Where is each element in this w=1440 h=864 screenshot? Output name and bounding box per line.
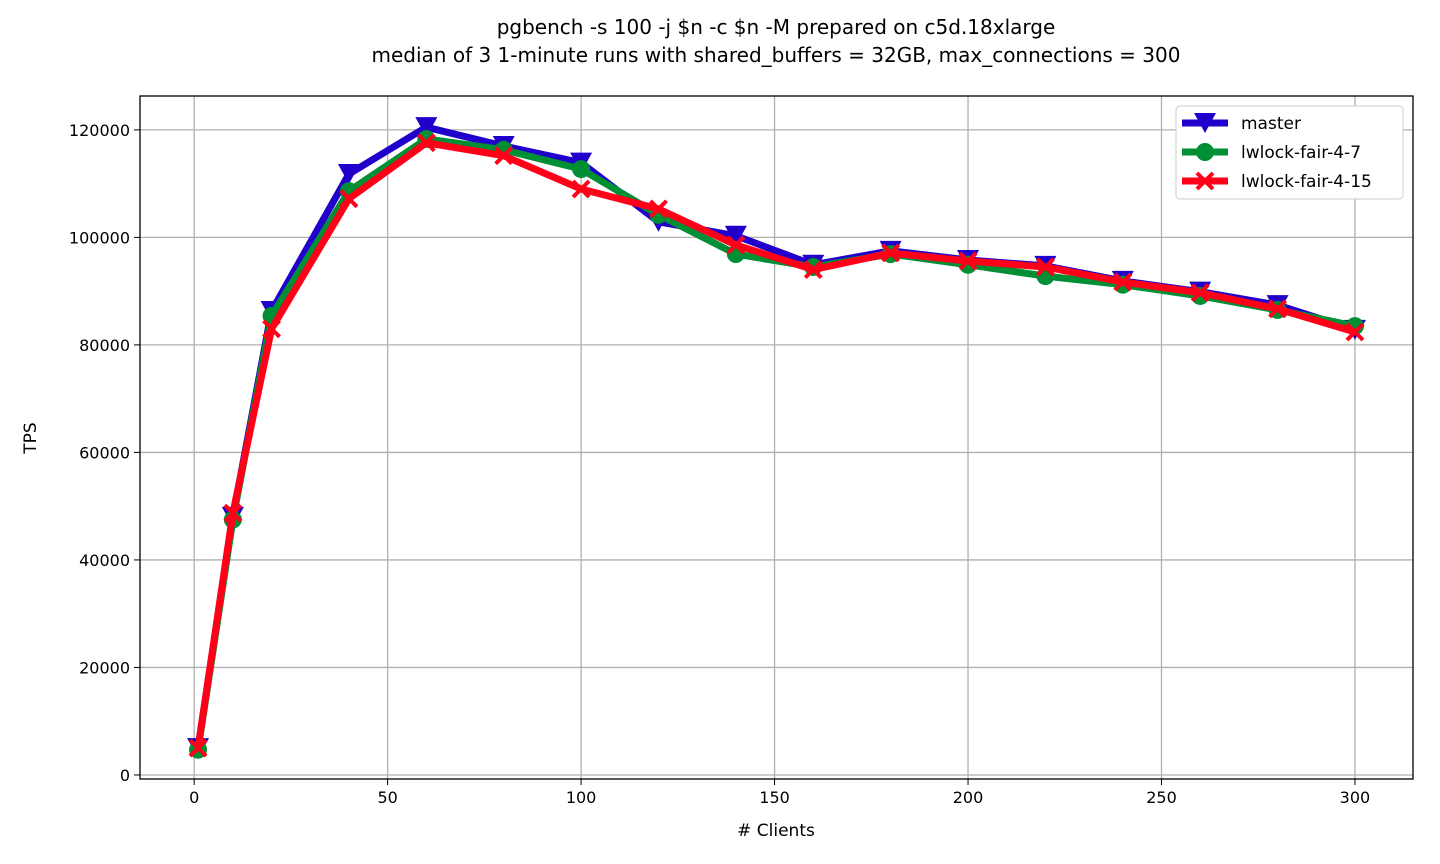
- x-mark: [1345, 322, 1365, 342]
- x-mark: [223, 503, 243, 523]
- x-tick-label: 100: [566, 788, 597, 807]
- data-point: [262, 319, 281, 339]
- x-mark: [1195, 171, 1215, 191]
- data-point: [1036, 257, 1055, 277]
- legend-label: lwlock-fair-4-15: [1241, 172, 1372, 192]
- y-tick-label: 20000: [79, 658, 130, 677]
- data-point: [415, 117, 438, 138]
- y-tick-label: 60000: [79, 443, 130, 462]
- x-tick-label: 300: [1340, 788, 1371, 807]
- data-point: [724, 225, 747, 246]
- series-line: [194, 139, 1356, 749]
- x-mark: [958, 251, 978, 271]
- x-mark: [339, 189, 359, 209]
- data-point: [726, 235, 746, 255]
- legend-label: lwlock-fair-4-7: [1241, 143, 1361, 163]
- y-tick-label: 120000: [69, 121, 130, 140]
- data-point: [416, 133, 436, 153]
- x-axis-label: # Clients: [737, 821, 815, 841]
- legend-marker: [1196, 143, 1214, 161]
- y-tick-label: 100000: [69, 228, 130, 247]
- data-point: [1268, 299, 1287, 319]
- legend-marker: [1195, 171, 1215, 191]
- series-lines: [187, 117, 1366, 759]
- series-line: [194, 123, 1357, 749]
- data-point: [223, 503, 243, 523]
- x-mark: [1268, 299, 1287, 319]
- data-point: [803, 260, 823, 280]
- data-point: [649, 199, 668, 219]
- data-point: [339, 189, 359, 209]
- chart-title: pgbench -s 100 -j $n -c $n -M prepared o…: [497, 15, 1056, 39]
- x-mark: [262, 319, 281, 339]
- data-point: [881, 243, 901, 263]
- x-tick-label: 50: [377, 788, 397, 807]
- x-mark: [1190, 283, 1210, 303]
- data-point: [337, 163, 360, 184]
- x-mark: [649, 199, 668, 219]
- y-tick-label: 40000: [79, 551, 130, 570]
- data-point: [572, 160, 591, 179]
- x-tick-label: 200: [953, 788, 984, 807]
- x-tick-label: 250: [1146, 788, 1177, 807]
- legend-marker: [1194, 113, 1216, 133]
- x-mark: [803, 260, 823, 280]
- plot-frame: [139, 95, 1414, 780]
- x-mark: [494, 146, 514, 166]
- x-mark: [1036, 257, 1055, 277]
- legend: master lwlock-fair-4-7 lwlock-fair-4-15: [1175, 105, 1404, 200]
- data-point: [958, 251, 978, 271]
- x-tick-label: 150: [759, 788, 790, 807]
- y-tick-label: 0: [120, 766, 130, 785]
- series-lwlock-fair-4-7: [189, 130, 1364, 759]
- data-point: [1190, 283, 1210, 303]
- data-point: [1113, 272, 1133, 292]
- x-tick-label: 0: [189, 788, 199, 807]
- x-mark: [1113, 272, 1133, 292]
- x-mark: [188, 738, 208, 758]
- series-line: [194, 135, 1356, 751]
- x-mark: [881, 243, 901, 263]
- legend-box: [1175, 105, 1404, 200]
- data-point: [571, 179, 591, 199]
- x-mark: [726, 235, 746, 255]
- x-mark: [416, 133, 436, 153]
- legend-label: master: [1241, 114, 1301, 134]
- y-tick-label: 80000: [79, 336, 130, 355]
- axis-ticks: 0 50 100 150 200 250 300 0 20000 40000 60000 80000 1…: [69, 121, 1370, 807]
- data-point: [1345, 322, 1365, 342]
- data-point: [188, 738, 208, 758]
- x-mark: [571, 179, 591, 199]
- data-point: [494, 146, 514, 166]
- series-master: [187, 117, 1366, 759]
- chart-subtitle: median of 3 1-minute runs with shared_bu…: [372, 43, 1181, 67]
- series-lwlock-fair-4-15: [188, 133, 1365, 758]
- y-axis-label: TPS: [21, 422, 41, 454]
